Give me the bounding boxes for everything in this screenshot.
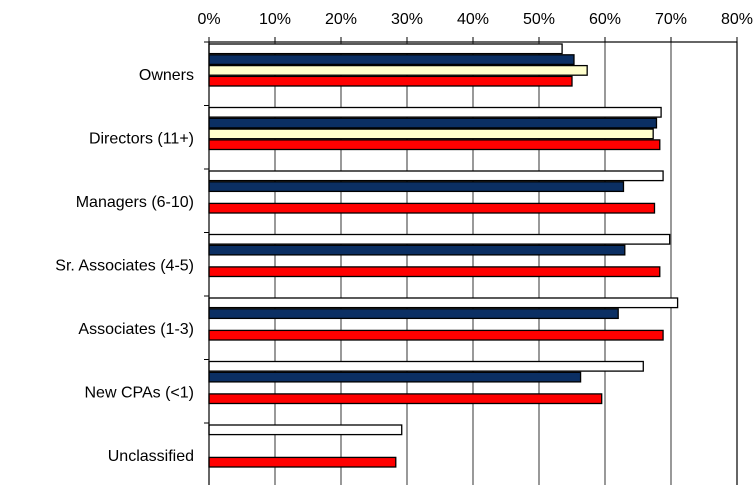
bar [208, 233, 671, 245]
bar [208, 139, 661, 151]
bar [208, 360, 644, 372]
x-tick-label: 30% [391, 11, 423, 28]
bar [208, 266, 661, 278]
x-tick-label: 20% [325, 11, 357, 28]
x-axis-ticks: 0% 10% 20% 30% 40% 50% 60% 70% 80% [197, 11, 753, 424]
category-label: Associates (1-3) [78, 321, 194, 338]
bar [208, 75, 573, 87]
x-tick-label: 40% [457, 11, 489, 28]
bars [208, 43, 679, 468]
bar [208, 54, 575, 66]
bar [208, 297, 679, 309]
x-tick-label: 10% [259, 11, 291, 28]
bar [208, 393, 603, 405]
x-tick-label: 80% [721, 11, 753, 28]
bar [208, 202, 656, 214]
bar [208, 170, 664, 182]
category-label: Sr. Associates (4-5) [55, 257, 194, 274]
bar [208, 117, 658, 129]
bar [208, 329, 664, 341]
bar [208, 424, 403, 436]
bar [208, 106, 662, 118]
category-label: Owners [139, 67, 194, 84]
bar [208, 244, 626, 256]
bar [208, 64, 588, 76]
x-tick-label: 70% [655, 11, 687, 28]
category-label: Unclassified [108, 448, 194, 465]
bar [208, 371, 582, 383]
bar [208, 43, 563, 55]
category-labels: Owners Directors (11+) Managers (6-10) Sr. … [55, 67, 194, 465]
bar [208, 456, 397, 468]
x-tick-label: 0% [197, 11, 220, 28]
bar [208, 181, 625, 193]
bar [208, 308, 619, 320]
category-label: Managers (6-10) [76, 194, 194, 211]
bar [208, 128, 654, 140]
x-tick-label: 60% [589, 11, 621, 28]
category-label: Directors (11+) [89, 130, 194, 147]
x-tick-label: 50% [523, 11, 555, 28]
category-label: New CPAs (<1) [84, 384, 194, 401]
